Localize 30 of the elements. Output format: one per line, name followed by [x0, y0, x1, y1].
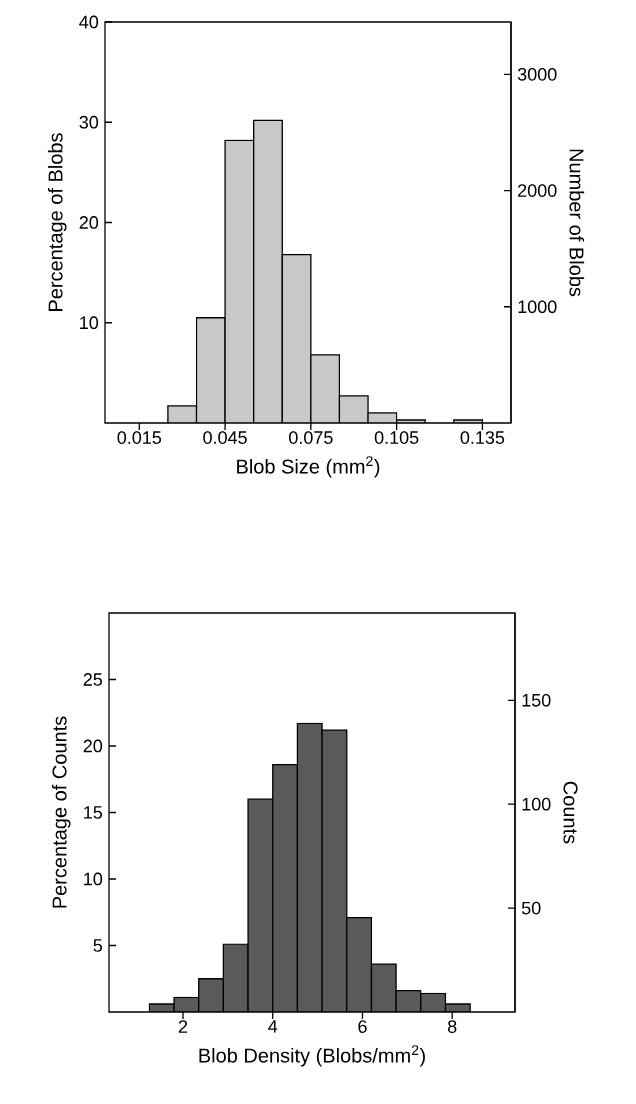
x-tick-label: 0.075 — [289, 431, 333, 444]
x-tick-label: 0.135 — [460, 431, 505, 444]
y2-axis-title: Number of Blobs — [569, 149, 585, 297]
y-axis-title: Percentage of Counts — [51, 716, 71, 908]
y-tick-label: 30 — [79, 115, 99, 129]
y2-tick-label: 150 — [522, 693, 551, 707]
y-tick-label: 25 — [83, 673, 103, 686]
y-tick-label: 10 — [84, 872, 103, 886]
x-axis-title: Blob Size (mm$^{2}$) — [237, 456, 380, 478]
y-tick-label: 10 — [80, 316, 99, 330]
x-axis-title: Blob Density (Blobs/mm$^{2}$) — [199, 1045, 425, 1067]
y2-tick-label: 2000 — [518, 184, 557, 197]
y-tick-label: 20 — [79, 216, 99, 229]
y-tick-label: 40 — [79, 15, 99, 29]
y-tick-label: 15 — [84, 806, 103, 819]
y2-axis-title: Counts — [563, 781, 578, 844]
x-tick-label: 8 — [447, 1020, 457, 1033]
y-axis-title: Percentage of Blobs — [47, 133, 67, 311]
x-tick-label: 0.015 — [117, 431, 162, 444]
y2-tick-label: 50 — [521, 901, 541, 915]
y2-tick-label: 3000 — [517, 67, 557, 81]
x-tick-label: 4 — [268, 1020, 278, 1033]
y2-tick-label: 100 — [522, 797, 551, 811]
y2-tick-label: 1000 — [518, 300, 557, 314]
x-tick-label: 0.045 — [203, 431, 247, 444]
y-tick-label: 20 — [83, 739, 103, 753]
x-tick-label: 6 — [358, 1020, 367, 1033]
x-tick-label: 0.105 — [374, 431, 419, 444]
y-tick-label: 5 — [93, 939, 103, 952]
x-tick-label: 2 — [178, 1020, 188, 1033]
